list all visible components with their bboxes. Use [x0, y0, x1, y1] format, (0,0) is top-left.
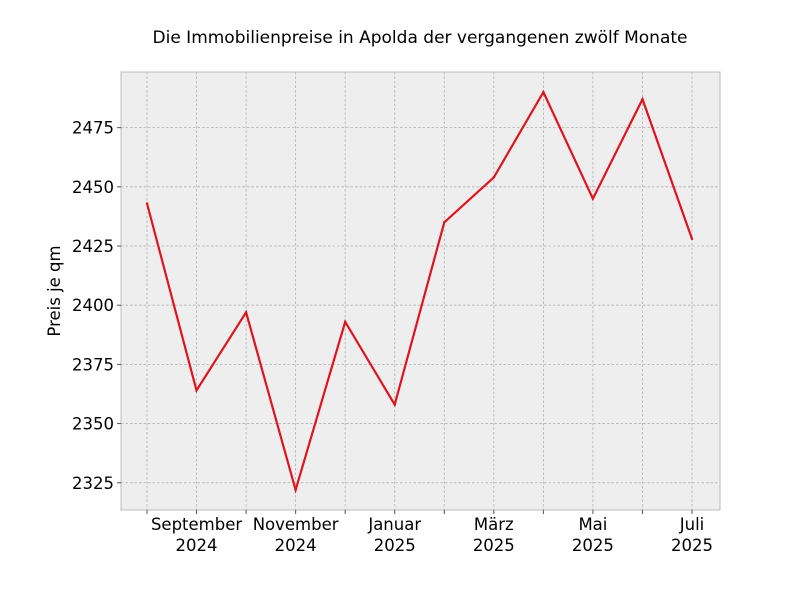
x-tick-label-month: November [253, 515, 339, 534]
chart-title: Die Immobilienpreise in Apolda der verga… [153, 28, 688, 48]
axis-ticks: September 2024 November 2024 Januar 2025 März 2… [72, 119, 713, 555]
data-point [690, 237, 694, 241]
data-point [591, 197, 595, 200]
y-tick-label: 2375 [72, 355, 114, 374]
y-tick-label: 2450 [72, 178, 114, 197]
x-tick-label: Juli 2025 [671, 515, 713, 555]
x-tick-label: September 2024 [151, 515, 242, 555]
x-tick-label-month: März [474, 515, 514, 534]
x-tick-label-month: Januar [367, 515, 421, 534]
data-point [393, 403, 396, 406]
x-tick-label-month: Mai [578, 515, 607, 534]
x-tick-label-year: 2025 [374, 536, 416, 555]
y-tick-label: 2425 [72, 237, 114, 256]
x-tick-label-year: 2024 [176, 536, 218, 555]
data-point [641, 98, 644, 101]
series-line [145, 89, 694, 494]
grid [121, 72, 720, 510]
y-tick-label: 2350 [72, 415, 114, 434]
y-tick-label: 2475 [72, 119, 114, 138]
data-point [145, 202, 149, 205]
y-tick-label: 2325 [72, 474, 114, 493]
data-point [443, 221, 446, 224]
data-point [294, 488, 297, 492]
x-tick-label-year: 2025 [671, 536, 713, 555]
x-tick-label: Januar 2025 [367, 515, 421, 555]
x-tick-label-month: Juli [679, 515, 705, 534]
x-tick-label-year: 2025 [473, 536, 515, 555]
x-tick-label-year: 2025 [572, 536, 614, 555]
data-point [542, 90, 545, 94]
x-tick-label-month: September [151, 515, 242, 534]
x-tick-label: Mai 2025 [572, 515, 614, 555]
data-point [343, 320, 347, 323]
data-point [195, 389, 198, 392]
series-layer [145, 89, 694, 494]
plot-area [120, 71, 721, 511]
data-point [244, 311, 248, 314]
y-axis-label: Preis je qm [45, 245, 64, 336]
x-tick-label: November 2024 [253, 515, 339, 555]
x-tick-label-year: 2024 [275, 536, 317, 555]
x-tick-label: März 2025 [473, 515, 515, 555]
data-point [492, 176, 496, 179]
y-tick-label: 2400 [72, 296, 114, 315]
